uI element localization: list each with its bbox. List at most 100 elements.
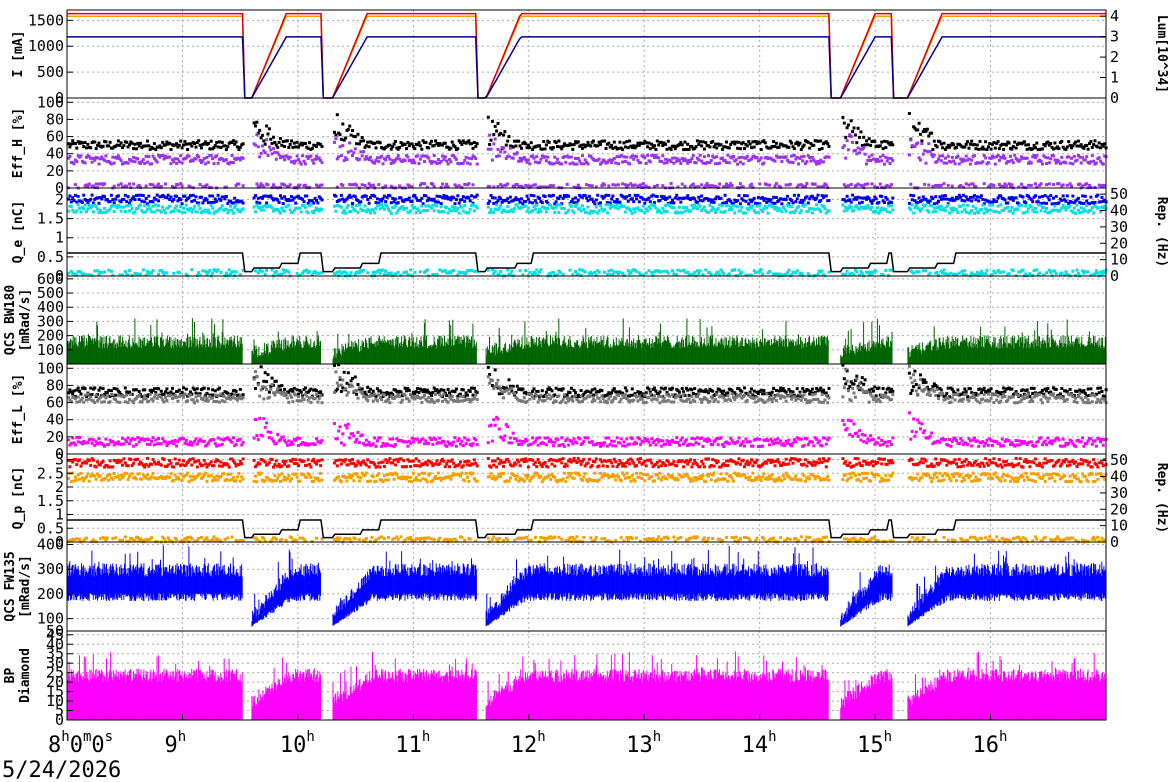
data-point [526,143,530,147]
data-point [798,141,802,145]
data-point [687,147,691,151]
data-point [274,143,278,147]
data-point [472,209,476,213]
data-point [979,147,983,151]
data-point [917,156,921,160]
data-point [765,206,769,210]
data-point [765,183,769,187]
data-point [801,145,805,149]
data-point [928,199,932,203]
grid-layer [67,10,1106,720]
data-point [629,209,633,213]
data-point [362,139,366,143]
data-point [499,183,503,186]
data-point [87,273,91,277]
data-point [773,201,777,205]
data-point [719,210,723,214]
data-point [290,195,293,198]
data-point [121,185,124,189]
data-point [460,205,464,209]
data-point [881,147,885,151]
data-point [794,271,798,275]
data-point [146,139,149,143]
data-point [1081,156,1085,160]
data-point [344,136,348,140]
data-point [768,183,771,187]
data-point [528,162,532,166]
data-point [150,162,154,166]
data-point [195,210,199,214]
data-point [772,140,776,144]
data-point [632,207,636,211]
data-point [384,200,388,204]
data-point [352,151,356,155]
data-point [653,144,656,148]
data-point [1094,161,1098,165]
data-point [1068,161,1072,165]
data-point [917,196,921,200]
data-point [320,198,324,202]
data-point [647,185,651,189]
data-point [888,210,892,214]
data-point [283,183,287,187]
data-point [873,195,877,199]
data-point [497,273,501,277]
data-point [241,142,245,146]
data-point [860,271,864,275]
data-point [179,139,183,143]
data-point [597,270,601,274]
data-point [420,182,424,186]
data-point [719,196,723,200]
data-point [270,141,274,145]
data-point [1085,199,1089,203]
data-point [103,270,106,274]
data-point [349,209,353,213]
data-point [849,135,853,138]
data-point [130,141,134,145]
data-point [1063,273,1067,277]
data-point [147,144,151,148]
data-point [993,162,997,166]
data-point [277,153,281,157]
data-point [812,143,816,147]
data-point [730,184,734,187]
data-point [1002,185,1006,189]
data-point [979,269,983,273]
data-point [393,272,397,276]
data-point [790,141,794,145]
data-point [689,160,692,164]
data-point [988,142,992,145]
data-point [820,147,824,150]
data-point [950,184,954,188]
data-point [420,196,424,200]
data-point [531,209,535,213]
data-point [1068,182,1072,186]
data-point [130,197,134,201]
data-point [618,200,622,204]
data-point [517,159,521,163]
data-point [67,142,70,146]
data-point [1013,153,1017,157]
data-point [1065,145,1069,149]
data-point [266,183,270,187]
data-point [1014,196,1018,200]
data-point [869,143,873,147]
data-point [298,206,302,210]
data-point [964,142,968,146]
data-point [925,208,929,212]
data-point [208,211,212,215]
data-point [341,183,345,187]
data-point [1099,270,1103,274]
data-point [1047,268,1051,272]
data-point [176,183,180,187]
data-point [777,145,781,149]
data-point [748,142,752,146]
data-point [393,158,397,162]
data-point [180,146,184,150]
data-point [514,196,518,200]
data-point [255,133,259,137]
data-point [887,156,891,160]
data-point [610,197,614,201]
data-point [263,142,267,146]
data-point [436,200,440,204]
